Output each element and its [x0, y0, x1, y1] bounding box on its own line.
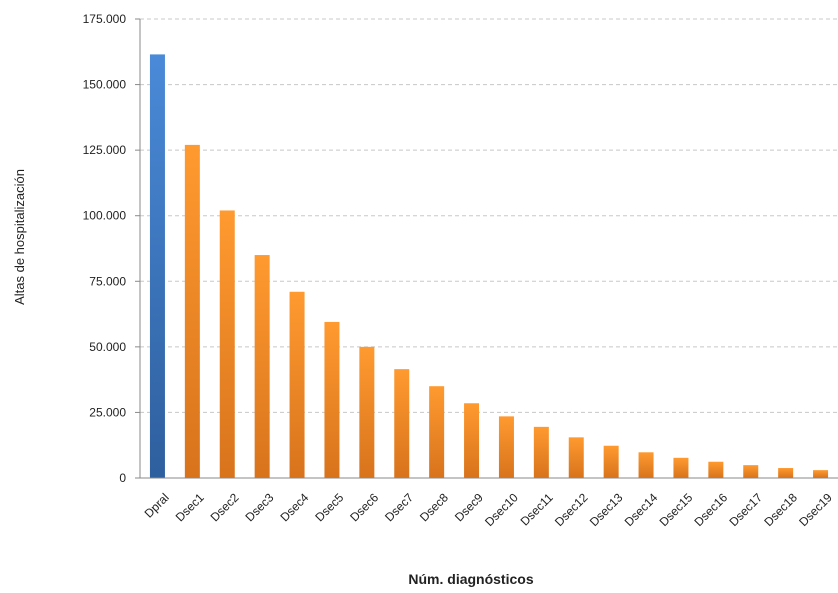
x-tick-label: Dsec8 [417, 490, 451, 524]
y-tick-label: 100.000 [83, 209, 127, 223]
x-tick-label: Dpral [142, 490, 172, 520]
bar-dsec8 [429, 386, 445, 478]
x-tick-label: Dsec17 [726, 490, 765, 529]
x-tick-label: Dsec10 [482, 490, 521, 529]
gridlines [140, 18, 838, 413]
bar-dsec9 [464, 403, 480, 478]
x-tick-label: Dsec4 [277, 490, 311, 524]
bar-dsec3 [254, 255, 270, 478]
bar-dsec7 [394, 369, 410, 478]
bar-dsec6 [359, 346, 375, 478]
x-tick-labels: Dpral Dsec1 Dsec2 Dsec3 Dsec4 Dsec5 Dsec6 Dsec7… [142, 490, 836, 529]
bar-dsec1 [184, 144, 200, 478]
bar-dsec12 [568, 437, 584, 478]
x-tick-label: Dsec16 [692, 490, 731, 529]
y-tick-label: 25.000 [89, 405, 126, 419]
bar-dsec11 [533, 426, 549, 478]
bar-dsec10 [498, 416, 514, 478]
bar-dsec2 [219, 210, 235, 478]
bar-dsec15 [673, 457, 689, 478]
y-tick-label: 150.000 [83, 78, 127, 92]
bar-dsec14 [638, 452, 654, 478]
x-tick-label: Dsec7 [382, 490, 416, 524]
y-axis-title: Altas de hospitalización [12, 169, 27, 305]
y-tick-label: 75.000 [89, 274, 126, 288]
bars [149, 54, 829, 479]
x-tick-label: Dsec19 [796, 490, 835, 529]
x-tick-label: Dsec2 [208, 490, 242, 524]
x-tick-label: Dsec12 [552, 490, 591, 529]
x-tick-label: Dsec13 [587, 490, 626, 529]
y-tick-label: 50.000 [89, 340, 126, 354]
x-tick-label: Dsec18 [761, 490, 800, 529]
x-tick-label: Dsec1 [173, 490, 207, 524]
x-tick-label: Dsec15 [657, 490, 696, 529]
y-tick-label: 125.000 [83, 143, 127, 157]
bar-dsec19 [813, 470, 829, 478]
x-tick-label: Dsec3 [243, 490, 277, 524]
bar-dsec5 [324, 321, 340, 478]
bar-dsec4 [289, 291, 305, 478]
x-tick-label: Dsec14 [622, 490, 661, 529]
bar-dsec18 [778, 468, 794, 478]
x-tick-label: Dsec5 [312, 490, 346, 524]
x-tick-label: Dsec6 [347, 490, 381, 524]
bar-dsec13 [603, 445, 619, 478]
bar-dsec17 [743, 465, 759, 478]
bar-dpral [149, 54, 165, 479]
y-tick-label: 175.000 [83, 12, 127, 26]
y-tick-label: 0 [119, 471, 126, 485]
x-axis-title: Núm. diagnósticos [408, 571, 533, 587]
bar-dsec16 [708, 461, 724, 478]
x-tick-label: Dsec11 [518, 490, 556, 528]
y-tick-labels: 0 25.000 50.000 75.000 100.000 125.000 150.000… [83, 12, 140, 485]
